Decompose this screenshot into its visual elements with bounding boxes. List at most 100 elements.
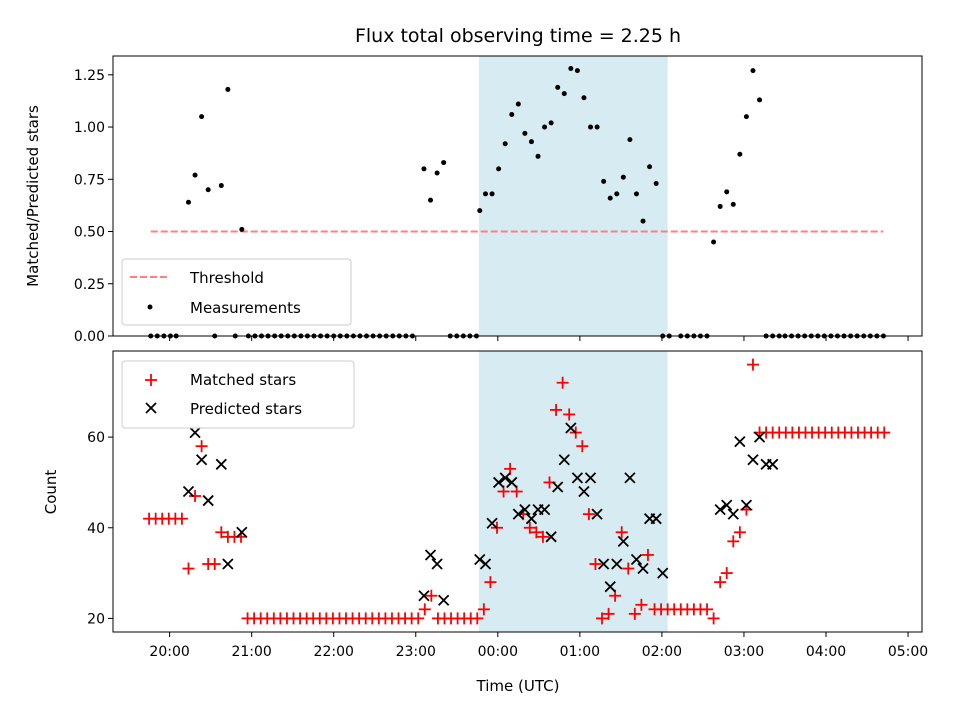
x-b [236,526,248,538]
measurement-point [522,130,528,136]
bottom-y-ticks: 20 40 60 [87,430,113,627]
predicted-star-point [721,499,733,511]
predicted-star-point [565,422,577,434]
predicted-star-point [747,454,759,466]
predicted-star-point [499,472,511,484]
bottom-y-axis-label: Count [42,470,60,515]
predicted-star-point [558,454,570,466]
measurement-point [239,226,245,232]
x-b [624,472,636,484]
x-b [637,562,649,575]
x-b [611,558,623,570]
chart-title: Flux total observing time = 2.25 h [355,25,681,47]
x-b [740,499,753,511]
x-b [617,535,629,547]
measurement-point [568,66,574,72]
predicted-star-point [767,458,779,470]
x-b [424,549,437,561]
predicted-star-point [431,558,443,570]
x-b [189,426,201,439]
matched-star-point [615,526,628,539]
bottom-legend: Matched stars Predicted stars [121,360,355,429]
top-axes-frame [112,55,923,337]
predicted-star-point [571,472,584,484]
matched-star-point [563,408,576,421]
matched-star-point [714,576,727,589]
measurement-point [647,164,653,170]
predicted-star-point [753,431,766,443]
predicted-star-point [591,508,603,520]
x-b [552,481,564,493]
measurement-point [653,180,659,186]
matched-star-point [175,512,188,525]
measurement-point [581,95,587,101]
measurement-point [515,101,521,107]
measurement-point [607,195,613,201]
measurement-point [633,191,639,197]
x-b [418,590,430,602]
measurement-point [601,178,607,184]
measurement-point [502,141,508,147]
x-tick-label: 03:00 [724,644,764,660]
x-b [721,499,733,511]
matched-star-point [215,526,228,539]
measurement-point [199,114,205,120]
x-b [431,558,443,570]
y-tick-label: 0.75 [74,172,105,188]
x-b [565,422,577,434]
measurement-point [548,120,554,126]
predicted-star-point [624,472,636,484]
predicted-star-point [525,513,538,525]
predicted-star-point [418,590,430,602]
predicted-star-point [657,567,669,579]
x-tick-label: 04:00 [806,644,846,660]
y-tick-label: 40 [87,521,105,537]
matched-star-point [701,603,714,616]
measurement-point [434,170,440,176]
predicted-star-point [604,581,616,593]
predicted-star-point [598,558,610,570]
measurement-point [509,112,515,118]
bottom-panel: 20 40 60 20:00 21:00 22:00 23:00 00:00 01:00 02:… [42,350,928,695]
x-b [604,581,616,593]
matched-star-point [425,589,438,602]
top-legend: Threshold Measurements [121,258,352,326]
matched-star-point [477,603,490,616]
predicted-star-point [486,517,498,529]
predicted-star-point [545,531,557,543]
predicted-star-point [740,499,753,511]
x-tick-label: 22:00 [314,644,354,660]
x-b [571,472,584,484]
matched-star-point [602,607,615,620]
series-matched-stars [143,358,891,625]
x-b [538,503,551,516]
series-measurements [148,66,886,339]
x-b [506,476,518,489]
x-b [584,472,597,484]
bottom-plot-area [143,358,891,625]
measurement-point [588,124,594,130]
predicted-star-point [506,476,518,489]
bottom-axes-frame [112,350,923,633]
predicted-star-point [215,458,227,470]
x-b [630,553,643,566]
matched-star-point [733,526,746,539]
measurement-point [535,153,541,159]
measurement-point [730,201,736,207]
y-tick-label: 20 [87,611,105,627]
predicted-star-point [195,454,208,466]
measurement-point [620,174,626,180]
measurement-point [640,218,646,224]
x-b [525,513,538,525]
matched-star-point [530,526,543,539]
matched-star-point [550,403,563,416]
x-tick-label: 00:00 [478,644,518,660]
predicted-star-point [519,503,531,516]
predicted-star-point [552,481,564,493]
x-b [474,553,486,566]
matched-star-point [641,548,654,561]
x-b [747,454,759,466]
predicted-star-point [492,476,505,489]
measurement-point [711,239,717,245]
